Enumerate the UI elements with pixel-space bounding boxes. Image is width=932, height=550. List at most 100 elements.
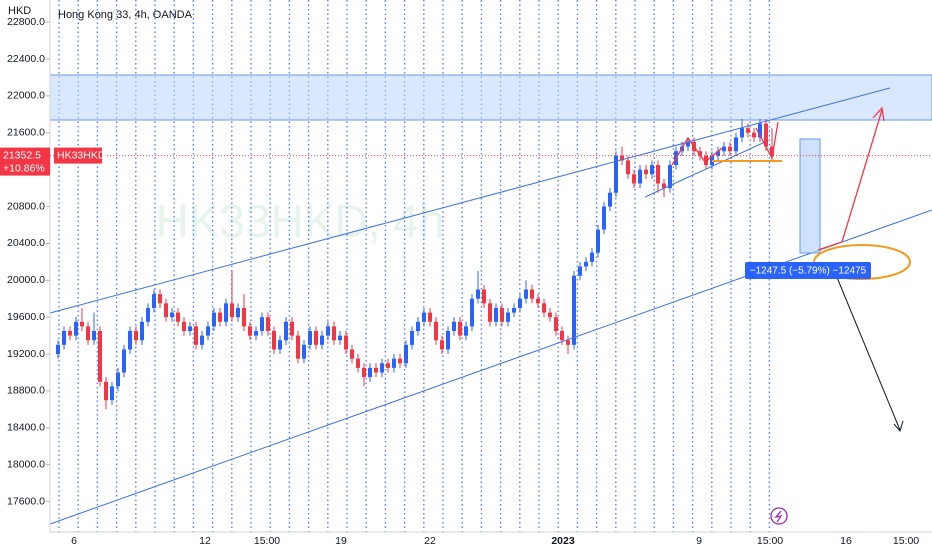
candle-body — [272, 331, 276, 350]
candle-body — [404, 344, 408, 364]
candle-body — [68, 331, 72, 336]
candle-body — [296, 335, 300, 359]
candle-body — [110, 386, 114, 401]
lightning-icon — [770, 507, 788, 525]
candle-body — [410, 331, 414, 345]
candle-body — [446, 331, 450, 350]
candle-body — [722, 146, 726, 152]
candle-body — [260, 317, 264, 332]
y-tick-label: 20400.0 — [7, 237, 45, 249]
candle-body — [128, 331, 132, 350]
candle-body — [326, 326, 330, 336]
candle-body — [56, 344, 60, 355]
candle-body — [770, 146, 774, 156]
candle-body — [482, 289, 486, 304]
candle-body — [224, 303, 228, 322]
candle-body — [368, 367, 372, 378]
candle-body — [686, 141, 690, 147]
candle-body — [320, 335, 324, 345]
vertical-dotted-lines — [58, 0, 771, 532]
candle-body — [242, 307, 246, 327]
candle-body — [764, 123, 768, 147]
candle-body — [380, 363, 384, 373]
watermark: HK33HKD, 4h — [156, 195, 445, 247]
y-tick-label: 17600.0 — [7, 495, 45, 507]
candle-body — [470, 298, 474, 327]
candle-body — [626, 160, 630, 175]
y-tick-label: 20800.0 — [7, 200, 45, 212]
y-tick-label: 19200.0 — [7, 348, 45, 360]
red-arrow — [817, 109, 883, 251]
candle-body — [230, 303, 234, 318]
wedge-line — [644, 141, 766, 198]
candle-body — [632, 174, 636, 184]
y-tick-label: 18000.0 — [7, 458, 45, 470]
candle-body — [434, 321, 438, 341]
candle-body — [188, 326, 192, 332]
candle-body — [644, 169, 648, 175]
symbol-box — [54, 147, 102, 164]
candle-body — [506, 312, 510, 322]
candle-body — [554, 317, 558, 332]
lightning-bolt — [774, 510, 783, 523]
measure-box — [799, 138, 821, 254]
candle-body — [620, 155, 624, 161]
candle-body — [452, 321, 456, 332]
candle-body — [716, 151, 720, 156]
currency: HKD — [8, 5, 31, 17]
drawings: −1247.5 (−5.79%) −12475 — [49, 87, 932, 525]
candle-body — [356, 358, 360, 368]
candle-body — [596, 229, 600, 253]
y-tick-label: 18800.0 — [7, 385, 45, 397]
candle-body — [662, 183, 666, 189]
candle-body — [440, 340, 444, 350]
candle-body — [74, 321, 78, 336]
candle-body — [266, 317, 270, 332]
candle-body — [164, 303, 168, 318]
last-price-box — [0, 147, 50, 176]
candle-body — [590, 252, 594, 262]
candle-body — [752, 132, 756, 138]
candle-body — [92, 331, 96, 341]
candle-body — [254, 331, 258, 336]
symbol-label: HK33HKD — [57, 149, 106, 161]
y-tick-label: 21600.0 — [7, 127, 45, 139]
price-axis-bg — [0, 0, 50, 550]
candle-body — [512, 307, 516, 313]
candle-body — [104, 381, 108, 401]
candle-body — [86, 326, 90, 341]
candle-body — [200, 335, 204, 345]
candle-body — [698, 151, 702, 156]
candle-body — [182, 321, 186, 332]
resistance-zone — [49, 74, 932, 121]
candle-body — [584, 261, 588, 267]
candle-body — [146, 307, 150, 322]
x-tick-label: 15:00 — [254, 535, 280, 547]
x-tick-label: 12 — [199, 535, 211, 547]
candle-body — [170, 312, 174, 318]
candle-body — [542, 303, 546, 313]
candle-body — [548, 312, 552, 318]
y-tick-label: 22800.0 — [7, 16, 45, 28]
red-arrow-small — [755, 121, 779, 160]
candle-body — [80, 321, 84, 327]
candle-body — [350, 349, 354, 359]
measure-label: −1247.5 (−5.79%) −12475 — [750, 266, 867, 277]
candle-body — [476, 289, 480, 299]
candle-body — [746, 128, 750, 133]
x-tick-label: 2023 — [551, 535, 575, 547]
candle-body — [602, 206, 606, 230]
channel-upper — [49, 87, 891, 314]
candle-body — [422, 312, 426, 322]
candle-body — [152, 294, 156, 308]
candle-body — [314, 331, 318, 345]
y-tick-label: 19600.0 — [7, 311, 45, 323]
candle-body — [488, 303, 492, 322]
candle-body — [734, 137, 738, 152]
black-arrow — [835, 274, 901, 431]
x-tick-label: 6 — [71, 535, 77, 547]
candle-body — [656, 165, 660, 184]
candle-body — [278, 340, 282, 350]
candle-body — [536, 298, 540, 304]
